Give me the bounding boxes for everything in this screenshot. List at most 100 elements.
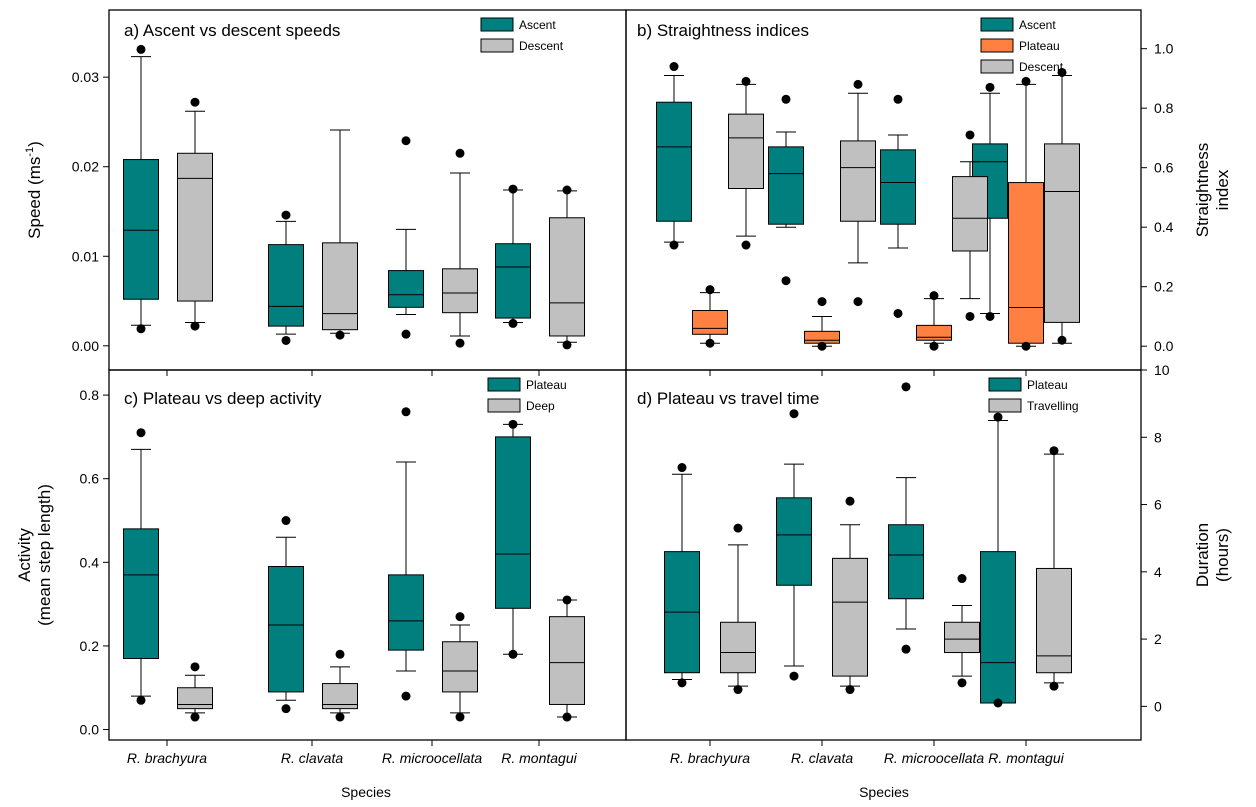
outlier-point bbox=[508, 184, 518, 194]
outlier-point bbox=[136, 695, 146, 705]
box-ascent-1 bbox=[656, 62, 692, 250]
box-body bbox=[268, 244, 304, 327]
outlier-point bbox=[733, 523, 743, 533]
outlier-point bbox=[741, 240, 751, 250]
outlier-point bbox=[401, 407, 411, 417]
y-tick-label: 0.8 bbox=[80, 387, 100, 403]
box-body bbox=[1044, 143, 1080, 323]
box-travelling-2 bbox=[832, 496, 868, 695]
outlier-point bbox=[335, 330, 345, 340]
outlier-point bbox=[965, 130, 975, 140]
legend-swatch bbox=[980, 38, 1014, 53]
box-body bbox=[692, 309, 728, 335]
box-body bbox=[804, 330, 840, 344]
outlier-point bbox=[893, 308, 903, 318]
box-plateau-2 bbox=[776, 409, 812, 681]
outlier-point bbox=[562, 340, 572, 350]
box-plateau-4 bbox=[1008, 76, 1044, 351]
outlier-point bbox=[1021, 76, 1031, 86]
box-body bbox=[549, 217, 585, 337]
species-label: R. clavata bbox=[791, 750, 853, 766]
outlier-point bbox=[677, 678, 687, 688]
box-body bbox=[442, 641, 478, 693]
box-body bbox=[840, 140, 876, 222]
outlier-point bbox=[1049, 446, 1059, 456]
box-body bbox=[888, 524, 924, 600]
outlier-point bbox=[190, 321, 200, 331]
legend-swatch bbox=[980, 17, 1014, 32]
outlier-point bbox=[901, 644, 911, 654]
box-deep-3 bbox=[442, 612, 478, 722]
panel-title: b) Straightness indices bbox=[637, 21, 809, 40]
legend-label: Plateau bbox=[1019, 39, 1060, 53]
outlier-point bbox=[789, 409, 799, 419]
x-axis-label-right: Species bbox=[859, 784, 909, 800]
outlier-point bbox=[401, 329, 411, 339]
y-axis-label: Activity bbox=[15, 528, 34, 582]
panel-title: d) Plateau vs travel time bbox=[637, 389, 819, 408]
box-plateau-4 bbox=[495, 419, 531, 659]
outlier-point bbox=[455, 612, 465, 622]
outlier-point bbox=[335, 649, 345, 659]
outlier-point bbox=[929, 291, 939, 301]
outlier-point bbox=[136, 44, 146, 54]
legend-label: Travelling bbox=[1027, 399, 1079, 413]
legend-label: Ascent bbox=[519, 18, 556, 32]
box-body bbox=[388, 574, 424, 651]
box-ascent-3 bbox=[880, 94, 916, 318]
box-body bbox=[177, 687, 213, 710]
chart-panel-c: 0.0 0.2 0.4 0.6 0.8 Activity (mean step length… bbox=[15, 369, 627, 766]
panel-title: a) Ascent vs descent speeds bbox=[124, 21, 340, 40]
outlier-point bbox=[562, 595, 572, 605]
y-tick-label: 0.4 bbox=[1154, 219, 1174, 235]
box-ascent-2 bbox=[268, 210, 304, 345]
x-axis-label-left: Species bbox=[341, 784, 391, 800]
legend-swatch bbox=[480, 38, 514, 53]
box-body bbox=[268, 565, 304, 693]
outlier-point bbox=[985, 311, 995, 321]
y-tick-label: 4 bbox=[1154, 564, 1162, 580]
box-plateau-4 bbox=[980, 412, 1016, 708]
y-tick-label: 0.02 bbox=[72, 159, 99, 175]
outlier-point bbox=[817, 297, 827, 307]
outlier-point bbox=[190, 662, 200, 672]
outlier-point bbox=[781, 94, 791, 104]
box-descent-2 bbox=[322, 129, 358, 340]
y-tick-label: 0.0 bbox=[80, 722, 100, 738]
box-travelling-3 bbox=[944, 574, 980, 688]
outlier-point bbox=[669, 240, 679, 250]
species-label: R. clavata bbox=[281, 750, 343, 766]
box-body bbox=[656, 101, 692, 222]
outlier-point bbox=[401, 136, 411, 146]
box-plateau-3 bbox=[888, 382, 924, 654]
y-axis-label-line2: (mean step length) bbox=[35, 484, 54, 626]
legend-label: Plateau bbox=[526, 378, 567, 392]
box-body bbox=[177, 152, 213, 302]
box-deep-4 bbox=[549, 595, 585, 722]
legend-swatch bbox=[487, 398, 521, 413]
outlier-point bbox=[965, 311, 975, 321]
box-body bbox=[123, 159, 159, 300]
y-tick-label: 0.8 bbox=[1154, 100, 1174, 116]
outlier-point bbox=[455, 338, 465, 348]
outlier-point bbox=[281, 210, 291, 220]
box-body bbox=[952, 176, 988, 252]
outlier-point bbox=[705, 285, 715, 295]
outlier-point bbox=[335, 712, 345, 722]
box-body bbox=[123, 528, 159, 659]
chart-panel-a: 0.00 0.01 0.02 0.03 Speed (ms-1) a) Ascent vs… bbox=[24, 9, 627, 376]
y-tick-label: 0.2 bbox=[80, 638, 100, 654]
box-plateau-3 bbox=[388, 407, 424, 701]
outlier-point bbox=[985, 82, 995, 92]
y-tick-label: 0.2 bbox=[1154, 279, 1174, 295]
y-tick-label: 0.6 bbox=[1154, 160, 1174, 176]
outlier-point bbox=[1049, 681, 1059, 691]
y-tick-label: 0.03 bbox=[72, 69, 99, 85]
outlier-point bbox=[190, 712, 200, 722]
box-body bbox=[720, 621, 756, 674]
box-plateau-3 bbox=[916, 291, 952, 351]
outlier-point bbox=[677, 463, 687, 473]
outlier-point bbox=[817, 341, 827, 351]
box-ascent-1 bbox=[123, 44, 159, 334]
